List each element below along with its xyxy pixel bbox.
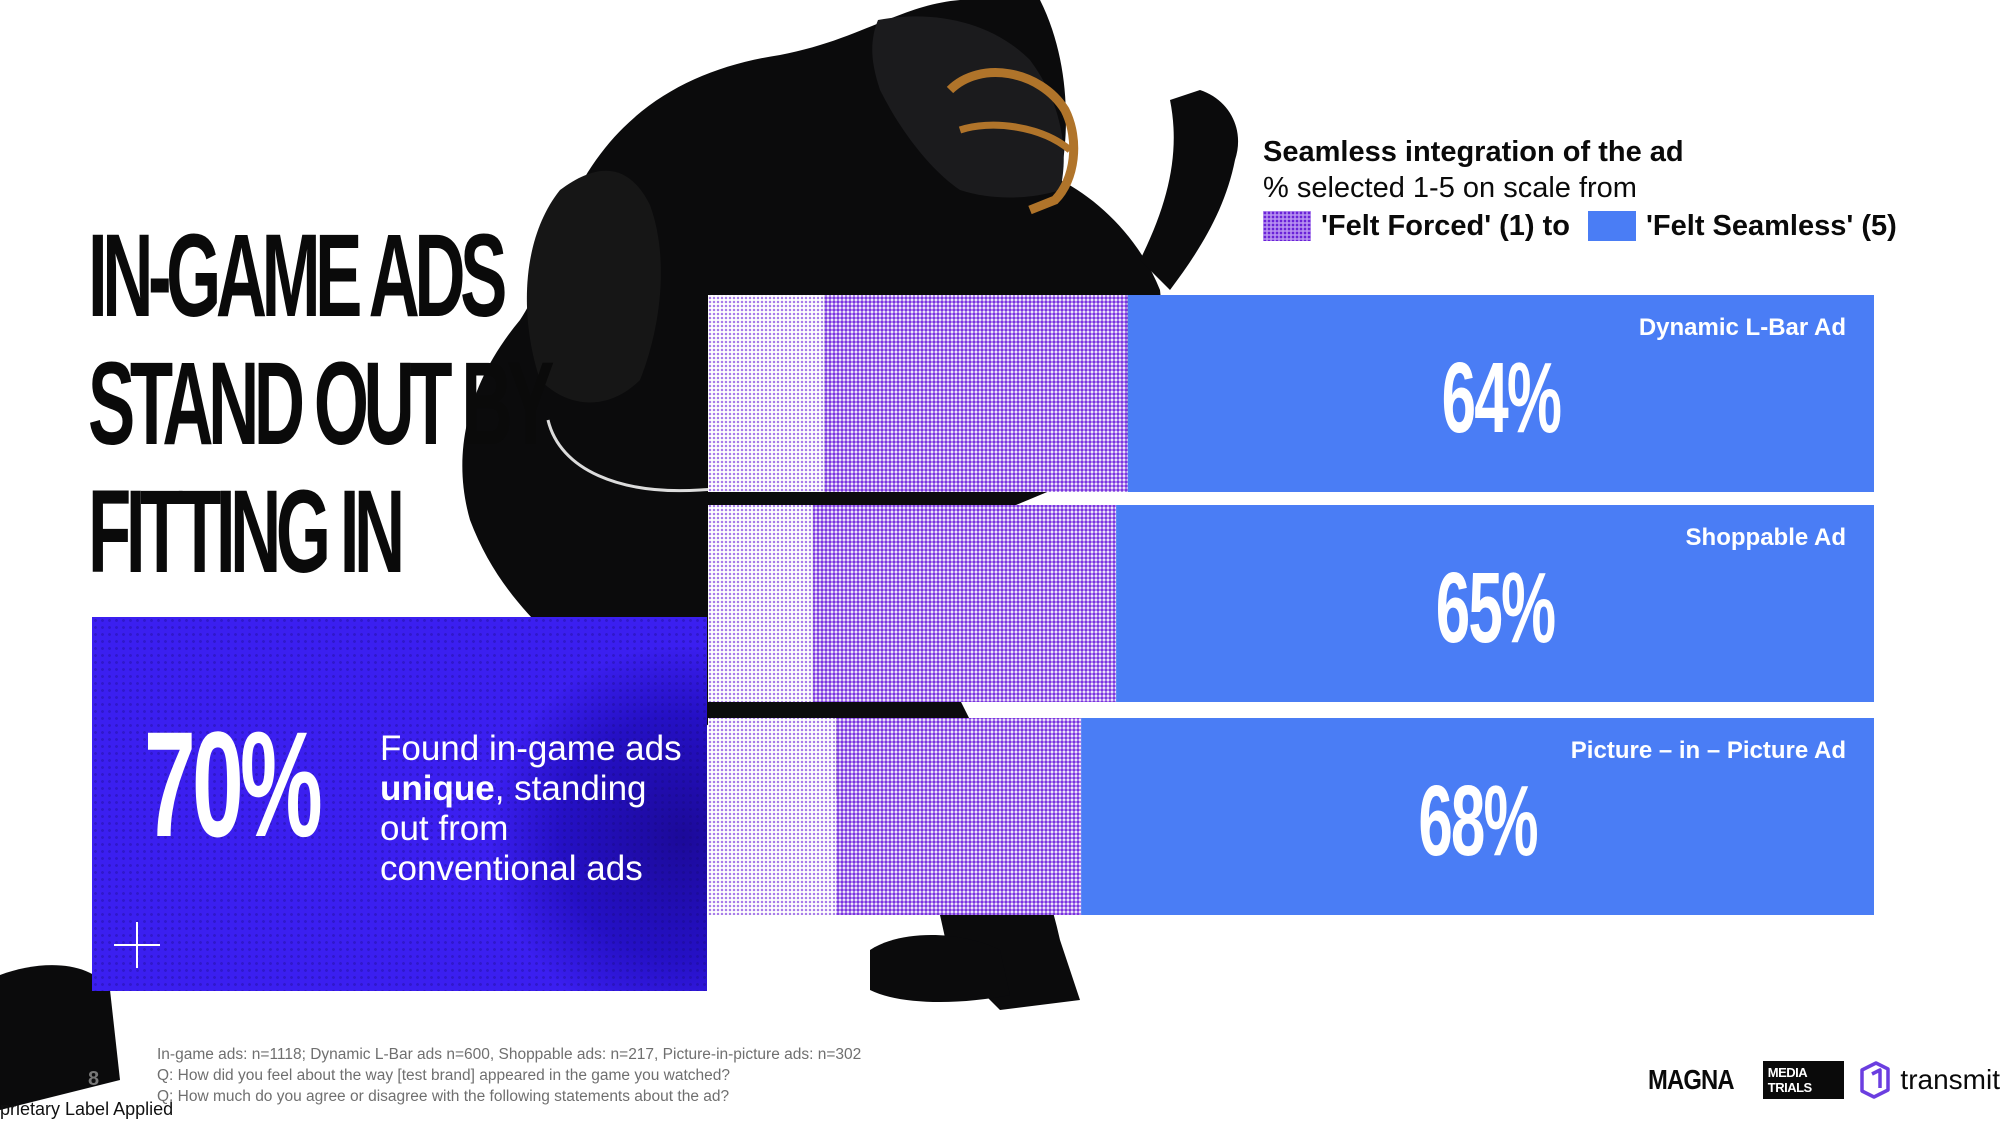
stat-text-bold: unique: [380, 769, 495, 808]
bar-segment-2-row-1: [824, 295, 1128, 492]
bar-segment-3-row-1: [1127, 295, 1874, 492]
chart-subtitle: % selected 1-5 on scale from: [1263, 172, 1637, 204]
transmit-icon: [1860, 1061, 1891, 1099]
stat-text-after: , standing out from conventional ads: [380, 769, 647, 888]
headline-line-3: FITTING IN: [88, 466, 405, 598]
bar-segment-1-row-3: [708, 718, 837, 915]
stat-callout-box: 70% Found in-game ads unique, standing o…: [92, 617, 707, 991]
chart-title: Seamless integration of the ad: [1263, 136, 1684, 168]
bar-value-label-2: 65%: [1436, 552, 1555, 664]
legend-swatch-seamless: [1588, 211, 1637, 241]
bar-category-label-1: Dynamic L-Bar Ad: [1639, 314, 1846, 341]
bar-segment-3-row-3: [1081, 718, 1874, 915]
magna-logo: MAGNA: [1648, 1064, 1734, 1095]
legend-label-seamless: 'Felt Seamless' (5): [1646, 209, 1897, 242]
footnote-question-1: Q: How did you feel about the way [test …: [157, 1067, 731, 1084]
stat-value: 70%: [144, 700, 323, 868]
bar-segment-2-row-2: [812, 505, 1117, 702]
bar-value-label-1: 64%: [1442, 342, 1561, 454]
stat-box-texture: [92, 617, 707, 991]
stat-description: Found in-game ads unique, standing out f…: [380, 729, 690, 889]
bar-segment-1-row-1: [708, 295, 825, 492]
legend-label-forced: 'Felt Forced' (1) to: [1321, 209, 1571, 242]
transmit-wordmark: transmit: [1900, 1064, 2000, 1095]
bar-segment-2-row-3: [836, 718, 1082, 915]
stat-text-before: Found in-game ads: [380, 729, 682, 768]
bar-segment-3-row-2: [1116, 505, 1874, 702]
bar-segment-1-row-2: [708, 505, 813, 702]
media-trials-logo: MEDIA TRIALS: [1762, 1061, 1845, 1099]
proprietary-label: prietary Label Applied: [0, 1099, 174, 1119]
logo-bar: MAGNA MEDIA TRIALS transmit: [1648, 1060, 2000, 1100]
legend-swatch-forced: [1263, 211, 1311, 241]
transmit-logo: transmit: [1858, 1060, 2000, 1100]
chart-legend: 'Felt Forced' (1) to 'Felt Seamless' (5): [1263, 208, 1897, 244]
bar-value-label-3: 68%: [1418, 765, 1537, 877]
footnotes: In-game ads: n=1118; Dynamic L-Bar ads n…: [157, 1044, 861, 1107]
footnote-sample: In-game ads: n=1118; Dynamic L-Bar ads n…: [157, 1046, 862, 1063]
bar-category-label-2: Shoppable Ad: [1686, 524, 1846, 551]
page-number: 8: [88, 1068, 100, 1090]
footnote-question-2: Q: How much do you agree or disagree wit…: [157, 1088, 730, 1105]
bar-category-label-3: Picture – in – Picture Ad: [1571, 737, 1846, 764]
plus-icon-vertical: [136, 922, 138, 968]
